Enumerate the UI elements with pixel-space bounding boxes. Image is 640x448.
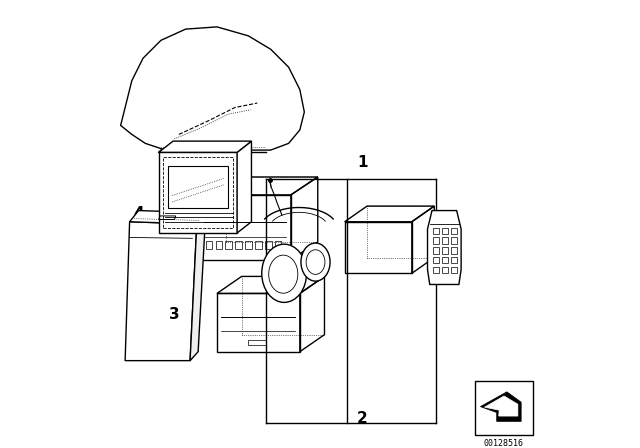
Bar [442, 228, 448, 234]
Text: 1: 1 [357, 155, 368, 170]
Bar [433, 257, 439, 263]
Bar [433, 267, 439, 273]
Text: 2: 2 [357, 412, 368, 426]
Bar [451, 247, 457, 254]
Ellipse shape [301, 243, 330, 281]
Polygon shape [190, 213, 205, 361]
Polygon shape [159, 152, 237, 233]
Text: 3: 3 [169, 307, 180, 322]
Text: 00128516: 00128516 [484, 439, 524, 448]
Bar [474, 381, 532, 435]
Bar [442, 247, 448, 254]
Bar [442, 267, 448, 273]
Polygon shape [120, 27, 305, 152]
Bar [248, 340, 266, 345]
Bar [451, 228, 457, 234]
Bar [451, 257, 457, 263]
Bar [433, 237, 439, 244]
Bar [255, 241, 262, 249]
Bar [275, 241, 282, 249]
Bar [433, 247, 439, 254]
Bar [442, 257, 448, 263]
Polygon shape [129, 211, 205, 224]
Ellipse shape [262, 244, 307, 302]
Bar [216, 241, 222, 249]
Bar [205, 241, 212, 249]
Polygon shape [159, 141, 252, 152]
Polygon shape [484, 396, 518, 416]
Polygon shape [428, 211, 461, 284]
Bar [225, 241, 232, 249]
Bar [265, 241, 271, 249]
Text: 4: 4 [133, 206, 144, 221]
Bar [451, 267, 457, 273]
Polygon shape [481, 392, 521, 422]
Polygon shape [125, 222, 196, 361]
Polygon shape [237, 141, 252, 233]
Bar [433, 228, 439, 234]
Bar [451, 237, 457, 244]
Bar [245, 241, 252, 249]
Bar [442, 237, 448, 244]
Bar [236, 241, 242, 249]
